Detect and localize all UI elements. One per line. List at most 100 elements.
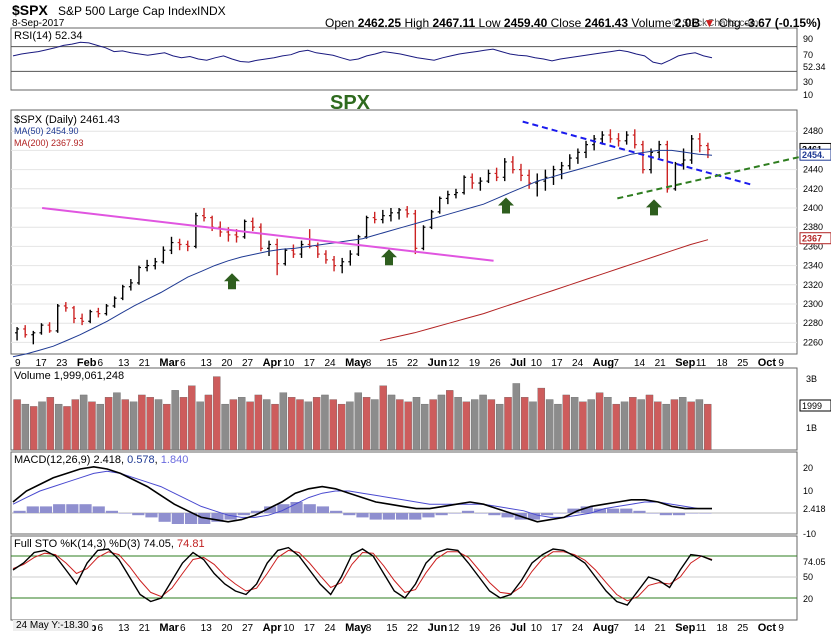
volume-bar [238, 397, 246, 451]
volume-bar [379, 385, 387, 451]
x-tick-label-bottom: 9 [778, 623, 784, 634]
x-tick-label: Mar [159, 357, 179, 369]
x-tick-label: 17 [36, 358, 48, 369]
volume-bar [679, 397, 687, 451]
x-tick-label-bottom: Mar [159, 622, 179, 634]
macd-histogram-bar [699, 513, 712, 514]
macd-histogram-bar [606, 508, 620, 513]
volume-last-value: 1999 [802, 401, 822, 411]
volume-bar [88, 401, 96, 451]
x-tick-label-bottom: 15 [386, 623, 398, 634]
macd-histogram-bar [567, 508, 580, 513]
volume-series [13, 376, 712, 451]
sto-d-line [12, 549, 713, 602]
volume-bar [337, 403, 346, 451]
volume-bar [246, 401, 254, 451]
sto-legend-label: Full STO %K(14,3) %D(3) [14, 538, 141, 550]
volume-bar [454, 397, 462, 451]
x-tick-label: 7 [613, 358, 619, 369]
volume-bar [321, 394, 329, 451]
sto-k-line [12, 546, 713, 606]
volume-bar [687, 401, 695, 451]
x-tick-label-bottom: 26 [490, 623, 502, 634]
low-value: 2459.40 [503, 16, 548, 30]
x-tick-label: 23 [56, 358, 68, 369]
x-tick-label: 21 [139, 358, 151, 369]
macd-histogram-bar [475, 513, 488, 514]
macd-histogram-bar [211, 513, 224, 522]
macd-histogram-bar [39, 506, 53, 513]
macd-histogram-bar [145, 513, 158, 518]
macd-histogram-bar [369, 513, 382, 520]
x-tick-label: 26 [490, 358, 502, 369]
volume-bar [196, 401, 204, 451]
macd-histogram-bar [158, 513, 171, 522]
price-tick-label: 2380 [803, 222, 823, 232]
x-tick-label-bottom: May [345, 622, 367, 634]
x-tick-label-bottom: 6 [180, 623, 186, 634]
macd-histogram-bar [488, 513, 501, 516]
macd-histogram-bar [184, 513, 198, 524]
macd-series [12, 465, 712, 524]
volume-bar [579, 401, 587, 451]
price-legend-ma50: MA(50) 2454.90 [14, 126, 79, 136]
up-arrow-icon [224, 273, 240, 290]
open-value: 2462.25 [357, 16, 402, 30]
volume-legend: Volume 1,999,061,248 [14, 370, 125, 382]
volume-bar [154, 399, 163, 451]
volume-bar [121, 399, 129, 451]
macd-histogram-bar [330, 510, 343, 513]
x-tick-label: Aug [593, 357, 614, 369]
x-tick-label: 24 [324, 358, 336, 369]
x-tick-label-bottom: 17 [304, 623, 316, 634]
macd-histogram-bar [119, 513, 132, 514]
volume-bar [471, 399, 479, 451]
volume-bar [271, 403, 279, 451]
close-value: 2461.43 [584, 16, 629, 30]
volume-bar [296, 399, 304, 451]
volume-bar [512, 383, 521, 451]
x-tick-label: 11 [696, 358, 707, 369]
price-legend-ma200: MA(200) 2367.93 [14, 138, 84, 148]
macd-histogram-bar [132, 513, 145, 516]
volume-bar [13, 399, 21, 451]
macd-histogram-bar [382, 513, 395, 520]
volume-bar [446, 390, 454, 451]
volume-bar [554, 403, 562, 451]
symbol: $SPX [12, 2, 48, 18]
volume-bar [612, 403, 620, 451]
sto-legend: Full STO %K(14,3) %D(3) 74.05, 74.81 [14, 538, 205, 550]
macd-histogram-bar [527, 513, 541, 520]
macd-histogram-bar [250, 510, 264, 513]
x-tick-label-bottom: Jul [510, 622, 526, 634]
volume-bar [545, 399, 554, 451]
volume-bar [670, 399, 679, 451]
macd-tick-label: 2.418 [803, 504, 826, 514]
low-label: Low [478, 16, 501, 30]
volume-bar [387, 394, 396, 451]
macd-line [12, 465, 712, 523]
x-tick-label: Jun [428, 357, 448, 369]
x-tick-label-bottom: 10 [283, 623, 295, 634]
x-tick-label-bottom: 10 [531, 623, 543, 634]
volume-bar [21, 403, 30, 451]
macd-histogram-bar [395, 513, 409, 520]
volume-bar [171, 390, 179, 451]
green-trendline [617, 155, 805, 200]
x-tick-label-bottom: 21 [139, 623, 151, 634]
x-tick-label: 18 [716, 358, 728, 369]
up-arrow-icon [381, 249, 397, 266]
rsi-tick-label: 52.34 [803, 62, 826, 72]
volume-bar [54, 403, 63, 451]
x-tick-label: 10 [283, 358, 295, 369]
macd-histogram-bar [461, 510, 475, 513]
x-tick-label: 6 [98, 358, 104, 369]
macd-histogram-bar [237, 513, 250, 516]
x-tick-label-bottom: 13 [201, 623, 213, 634]
last-value-ma50: 2454. [802, 150, 825, 160]
macd-histogram-bar [290, 502, 303, 513]
volume-bar [479, 394, 487, 451]
ma50-line [12, 149, 713, 358]
macd-histogram-bar [593, 508, 606, 513]
volume-bar [204, 394, 213, 451]
